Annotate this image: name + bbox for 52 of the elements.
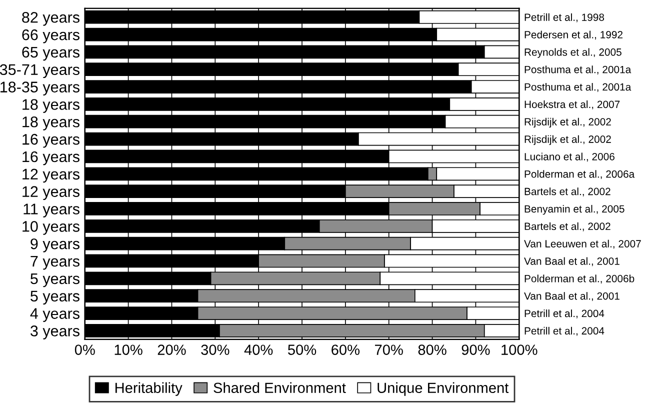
x-tick-label: 100% [502, 344, 538, 355]
y2-tick-label: Polderman et al., 2006b [524, 274, 634, 284]
y-tick-label: 65 years [22, 46, 80, 61]
y-tick-label: 16 years [22, 151, 80, 166]
y-tick-label: 9 years [30, 238, 80, 252]
x-tick-label: 80% [418, 344, 446, 355]
y2-tick-label: Petrill et al., 2004 [524, 309, 604, 318]
y2-tick-label: Van Baal et al., 2001 [524, 257, 620, 266]
y2-tick-label: Pedersen et al., 1992 [524, 30, 623, 40]
y-tick-label: 16 years [22, 134, 80, 148]
x-tick-label: 0% [74, 344, 95, 355]
y2-tick-label: Petrill et al., 2004 [524, 326, 604, 336]
y-tick-label: 35-71 years [0, 64, 80, 78]
legend-label: Heritability [115, 382, 182, 396]
y2-tick-label: Posthuma et al., 2001a [524, 66, 632, 74]
y-tick-label: 18 years [22, 99, 80, 113]
x-tick-label: 10% [114, 344, 142, 355]
y-tick-label: 66 years [22, 29, 80, 44]
y-tick-label: 10 years [22, 221, 80, 235]
y2-tick-label: Van Leeuwen et al., 2007 [524, 240, 641, 249]
x-tick-label: 60% [332, 344, 360, 355]
y2-tick-label: Bartels et al., 2002 [524, 188, 610, 196]
legend-label: Unique Environment [378, 382, 509, 396]
y2-tick-label: Rijsdijk et al., 2002 [524, 118, 611, 128]
y2-tick-label: Petrill et al., 1998 [524, 13, 604, 22]
x-tick-label: 20% [158, 344, 186, 355]
y-tick-label: 3 years [30, 326, 80, 340]
y-tick-label: 4 years [30, 308, 80, 322]
y-tick-label: 11 years [24, 204, 80, 218]
y-tick-label: 18 years [22, 116, 80, 130]
y-tick-label: 7 years [30, 256, 80, 270]
x-tick-label: 50% [288, 344, 316, 355]
y2-tick-label: Luciano et al., 2006 [524, 152, 614, 162]
x-tick-label: 30% [201, 344, 230, 355]
y2-tick-label: Benyamin et al., 2005 [524, 204, 624, 215]
x-tick-label: 70% [375, 344, 403, 355]
y-tick-label: 82 years [22, 12, 80, 26]
y2-tick-label: Polderman et al., 2006a [524, 170, 635, 179]
y2-tick-label: Rijsdijk et al., 2002 [524, 135, 611, 145]
y2-tick-label: Reynolds et al., 2005 [524, 48, 622, 58]
y-tick-label: 12 years [22, 168, 80, 183]
x-tick-label: 40% [244, 344, 273, 355]
y-tick-label: 18-35 years [0, 82, 80, 96]
y-tick-label: 5 years [30, 273, 80, 288]
y2-tick-label: Van Baal et al., 2001 [524, 292, 620, 301]
x-tick-label: 90% [462, 344, 490, 355]
legend-label: Shared Environment [214, 382, 346, 394]
y2-tick-label: Bartels et al., 2002 [524, 222, 610, 232]
y-tick-label: 5 years [30, 290, 80, 305]
y2-tick-label: Hoekstra et al., 2007 [524, 100, 620, 110]
y-tick-label: 12 years [22, 186, 80, 200]
y2-tick-label: Posthuma et al., 2001a [524, 83, 632, 92]
